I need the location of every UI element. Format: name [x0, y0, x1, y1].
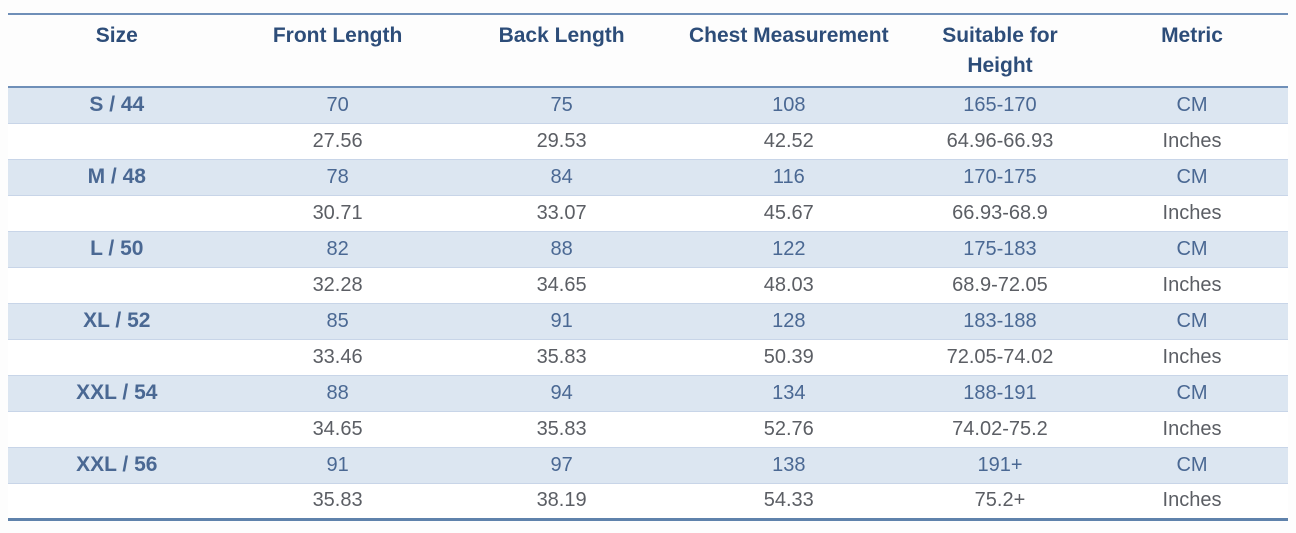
cell-metric: Inches	[1095, 411, 1288, 447]
table-row-inches: 34.65 35.83 52.76 74.02-75.2 Inches	[8, 411, 1288, 447]
cell-suitable-for-height: 75.2+	[903, 483, 1096, 519]
cell-metric: CM	[1095, 158, 1288, 196]
table-row-inches: 35.83 38.19 54.33 75.2+ Inches	[8, 483, 1288, 519]
header-row: Size Front Length Back Length Chest Measure…	[8, 14, 1288, 87]
column-header-back-length: Back Length	[498, 24, 625, 47]
table-row-cm: XXL / 54 88 94 134 188-191 CM	[8, 374, 1288, 412]
table-header: Size Front Length Back Length Chest Measure…	[8, 14, 1288, 87]
cell-chest-measurement: 128	[673, 302, 904, 340]
cell-front-length: 30.71	[225, 195, 450, 231]
cell-front-length: 88	[225, 374, 450, 412]
cell-chest-measurement: 138	[673, 446, 904, 484]
cell-metric: Inches	[1095, 339, 1288, 375]
cell-chest-measurement: 50.39	[673, 339, 904, 375]
cell-suitable-for-height: 66.93-68.9	[903, 195, 1096, 231]
cell-chest-measurement: 116	[673, 158, 904, 196]
cell-front-length: 34.65	[225, 411, 450, 447]
cell-suitable-for-height: 183-188	[903, 302, 1096, 340]
cell-back-length: 35.83	[449, 339, 674, 375]
column-header-chest-measurement: Chest Measurement	[689, 24, 889, 47]
cell-suitable-for-height: 165-170	[903, 86, 1096, 124]
cell-suitable-for-height: 72.05-74.02	[903, 339, 1096, 375]
cell-front-length: 33.46	[225, 339, 450, 375]
cell-chest-measurement: 54.33	[673, 483, 904, 519]
cell-size: S / 44	[8, 86, 226, 124]
table-row-inches: 33.46 35.83 50.39 72.05-74.02 Inches	[8, 339, 1288, 375]
cell-size: XXL / 56	[8, 446, 226, 484]
cell-front-length: 91	[225, 446, 450, 484]
cell-chest-measurement: 45.67	[673, 195, 904, 231]
cell-chest-measurement: 134	[673, 374, 904, 412]
cell-metric: Inches	[1095, 195, 1288, 231]
size-chart-table: Size Front Length Back Length Chest Measure…	[8, 13, 1288, 521]
cell-front-length: 70	[225, 86, 450, 124]
cell-front-length: 78	[225, 158, 450, 196]
column-header-size: Size	[95, 24, 138, 47]
cell-back-length: 88	[449, 230, 674, 268]
cell-back-length: 75	[449, 86, 674, 124]
cell-size: XXL / 54	[8, 374, 226, 412]
cell-size	[8, 195, 226, 231]
cell-size: L / 50	[8, 230, 226, 268]
table-row-cm: XL / 52 85 91 128 183-188 CM	[8, 302, 1288, 340]
cell-suitable-for-height: 68.9-72.05	[903, 267, 1096, 303]
cell-front-length: 27.56	[225, 123, 450, 159]
table-body: S / 44 70 75 108 165-170 CM 27.56 29.53 42.52 64.…	[8, 86, 1288, 519]
cell-size: M / 48	[8, 158, 226, 196]
table-row-inches: 30.71 33.07 45.67 66.93-68.9 Inches	[8, 195, 1288, 231]
table-row-cm: L / 50 82 88 122 175-183 CM	[8, 230, 1288, 268]
cell-front-length: 32.28	[225, 267, 450, 303]
cell-back-length: 34.65	[449, 267, 674, 303]
cell-back-length: 97	[449, 446, 674, 484]
cell-back-length: 38.19	[449, 483, 674, 519]
cell-back-length: 33.07	[449, 195, 674, 231]
cell-suitable-for-height: 175-183	[903, 230, 1096, 268]
cell-metric: CM	[1095, 374, 1288, 412]
cell-metric: Inches	[1095, 123, 1288, 159]
cell-chest-measurement: 122	[673, 230, 904, 268]
size-chart-page: Size Front Length Back Length Chest Measure…	[8, 13, 1288, 521]
table-row-cm: M / 48 78 84 116 170-175 CM	[8, 158, 1288, 196]
cell-back-length: 29.53	[449, 123, 674, 159]
cell-size	[8, 483, 226, 519]
cell-suitable-for-height: 64.96-66.93	[903, 123, 1096, 159]
cell-suitable-for-height: 191+	[903, 446, 1096, 484]
cell-back-length: 84	[449, 158, 674, 196]
cell-metric: CM	[1095, 302, 1288, 340]
cell-chest-measurement: 42.52	[673, 123, 904, 159]
cell-back-length: 35.83	[449, 411, 674, 447]
table-row-inches: 32.28 34.65 48.03 68.9-72.05 Inches	[8, 267, 1288, 303]
cell-size	[8, 267, 226, 303]
cell-back-length: 94	[449, 374, 674, 412]
cell-metric: CM	[1095, 86, 1288, 124]
cell-suitable-for-height: 188-191	[903, 374, 1096, 412]
column-header-front-length: Front Length	[272, 24, 403, 47]
cell-suitable-for-height: 74.02-75.2	[903, 411, 1096, 447]
cell-metric: Inches	[1095, 267, 1288, 303]
cell-metric: Inches	[1095, 483, 1288, 519]
cell-front-length: 85	[225, 302, 450, 340]
cell-chest-measurement: 48.03	[673, 267, 904, 303]
cell-front-length: 35.83	[225, 483, 450, 519]
cell-metric: CM	[1095, 446, 1288, 484]
cell-size	[8, 339, 226, 375]
column-header-suitable-for-height: Suitable for Height	[942, 24, 1058, 77]
cell-size	[8, 411, 226, 447]
table-row-cm: S / 44 70 75 108 165-170 CM	[8, 86, 1288, 124]
cell-chest-measurement: 108	[673, 86, 904, 124]
cell-front-length: 82	[225, 230, 450, 268]
table-row-inches: 27.56 29.53 42.52 64.96-66.93 Inches	[8, 123, 1288, 159]
cell-suitable-for-height: 170-175	[903, 158, 1096, 196]
table-row-cm: XXL / 56 91 97 138 191+ CM	[8, 446, 1288, 484]
cell-size: XL / 52	[8, 302, 226, 340]
column-header-metric: Metric	[1161, 24, 1223, 47]
cell-back-length: 91	[449, 302, 674, 340]
cell-size	[8, 123, 226, 159]
cell-metric: CM	[1095, 230, 1288, 268]
cell-chest-measurement: 52.76	[673, 411, 904, 447]
